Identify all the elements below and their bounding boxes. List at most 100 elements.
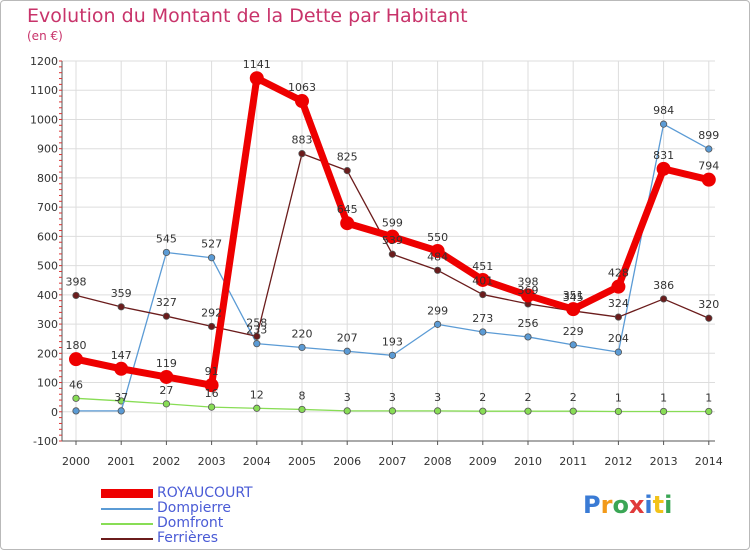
legend-label: ROYAUCOURT [157, 485, 253, 501]
data-point [479, 290, 487, 299]
data-label: 37 [114, 391, 128, 404]
data-point [298, 343, 306, 352]
data-label: 527 [201, 238, 222, 251]
legend-item: Ferrières [101, 531, 253, 546]
data-label: 207 [337, 331, 358, 344]
legend-swatch [101, 522, 153, 525]
data-label: 794 [698, 160, 719, 173]
data-label: 327 [156, 296, 177, 309]
data-point [162, 400, 170, 408]
data-point [162, 248, 170, 257]
data-point [208, 254, 216, 262]
y-tick-label: 1000 [30, 113, 58, 126]
x-tick-label: 2004 [243, 455, 271, 468]
data-point [614, 348, 623, 356]
data-label: 550 [427, 231, 448, 244]
y-tick-label: 0 [51, 406, 58, 419]
legend-swatch [101, 537, 153, 540]
data-label: 2 [570, 391, 577, 404]
data-point [705, 407, 713, 416]
x-tick-label: 2008 [424, 455, 452, 468]
legend-swatch [101, 507, 153, 510]
y-tick-label: 200 [37, 347, 58, 360]
data-point [656, 161, 671, 176]
legend: ROYAUCOURT Dompierre Domfront Ferrières [101, 486, 253, 546]
legend-item: Domfront [101, 516, 253, 531]
data-label: 320 [698, 298, 719, 311]
data-point [72, 394, 80, 402]
data-point [117, 303, 125, 311]
data-point [388, 407, 396, 415]
data-label: 147 [111, 349, 132, 362]
data-point [343, 167, 351, 175]
data-label: 1 [705, 391, 712, 404]
y-tick-label: 100 [37, 377, 58, 390]
data-point [204, 378, 219, 393]
data-label: 299 [427, 304, 448, 317]
legend-label: Ferrières [157, 530, 219, 546]
data-label: 46 [69, 378, 83, 391]
data-label: 204 [608, 332, 629, 345]
data-point [340, 216, 355, 231]
data-label: 1141 [243, 58, 271, 71]
legend-label: Dompierre [157, 500, 231, 516]
x-tick-label: 2009 [469, 455, 497, 468]
data-label: 119 [156, 357, 177, 370]
data-point [701, 172, 716, 187]
data-point [72, 291, 80, 300]
data-label: 984 [653, 104, 674, 117]
data-point [295, 94, 309, 109]
y-tick-label: 700 [37, 201, 58, 214]
legend-item: Dompierre [101, 501, 253, 516]
data-label: 484 [427, 250, 448, 263]
y-tick-label: -100 [33, 435, 58, 448]
data-label: 256 [518, 317, 539, 330]
y-tick-label: 1100 [30, 84, 58, 97]
data-point [298, 150, 306, 158]
data-label: 359 [111, 287, 132, 300]
data-label: 2 [479, 391, 486, 404]
data-point [298, 405, 306, 414]
x-tick-label: 2014 [695, 455, 723, 468]
data-point [343, 407, 351, 415]
data-point [208, 403, 216, 411]
data-point [162, 312, 170, 320]
data-label: 645 [337, 203, 358, 216]
x-tick-label: 2010 [514, 455, 542, 468]
data-point [705, 314, 713, 322]
data-label: 599 [382, 217, 403, 230]
data-label: 398 [66, 275, 87, 288]
data-point [614, 313, 623, 321]
data-label: 324 [608, 297, 629, 310]
data-label: 1 [660, 391, 667, 404]
proxiti-logo: Proxiti [583, 491, 673, 519]
data-label: 883 [292, 134, 313, 147]
data-point [72, 407, 80, 415]
data-label: 401 [472, 275, 493, 288]
data-point [430, 244, 445, 258]
data-label: 386 [653, 279, 674, 292]
data-label: 451 [472, 260, 493, 273]
data-label: 899 [698, 129, 719, 142]
data-point [433, 407, 442, 415]
data-point [69, 352, 83, 367]
data-point [249, 71, 264, 86]
x-tick-label: 2011 [559, 455, 587, 468]
data-point [475, 272, 490, 287]
data-point [569, 407, 577, 415]
data-point [253, 340, 261, 348]
unit-label: (en €) [27, 29, 63, 43]
data-point [705, 145, 713, 153]
y-tick-label: 800 [37, 172, 58, 185]
data-point [343, 347, 351, 355]
data-label: 91 [205, 365, 219, 378]
x-tick-label: 2005 [288, 455, 316, 468]
y-tick-label: 400 [37, 289, 58, 302]
data-point [253, 404, 261, 412]
data-point [524, 333, 532, 341]
data-label: 12 [250, 388, 264, 401]
data-point [479, 407, 487, 415]
data-label: 180 [66, 339, 87, 352]
